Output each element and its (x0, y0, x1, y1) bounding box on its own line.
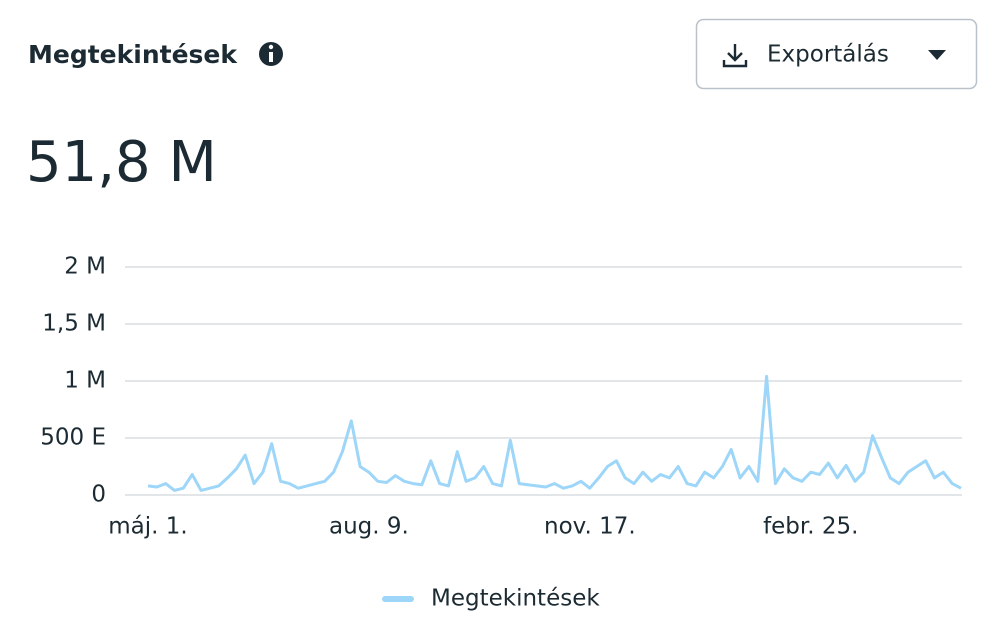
info-icon[interactable] (259, 42, 283, 66)
x-tick-label: febr. 25. (763, 514, 858, 540)
dropdown-arrow (928, 50, 946, 60)
y-tick-label: 500 E (40, 425, 106, 451)
x-tick-label: nov. 17. (544, 514, 636, 540)
info-bar (269, 52, 273, 62)
total: 51,8 M (26, 130, 217, 195)
y-tick-label: 1 M (64, 368, 106, 394)
x-tick-label: aug. 9. (329, 514, 409, 540)
legend-label: Megtekintések (431, 586, 600, 612)
title: Megtekintések (28, 40, 238, 69)
button-frame (695, 18, 978, 90)
button-label: Exportálás (767, 42, 889, 68)
y-tick-label: 2 M (64, 254, 106, 280)
download-icon (722, 44, 748, 68)
export-button[interactable]: Exportálás (695, 18, 978, 90)
info-dot (268, 44, 274, 50)
y-tick-label: 0 (91, 482, 106, 508)
x-tick-label: máj. 1. (108, 514, 187, 540)
line (147, 374, 962, 492)
y-tick-label: 1,5 M (42, 311, 106, 337)
